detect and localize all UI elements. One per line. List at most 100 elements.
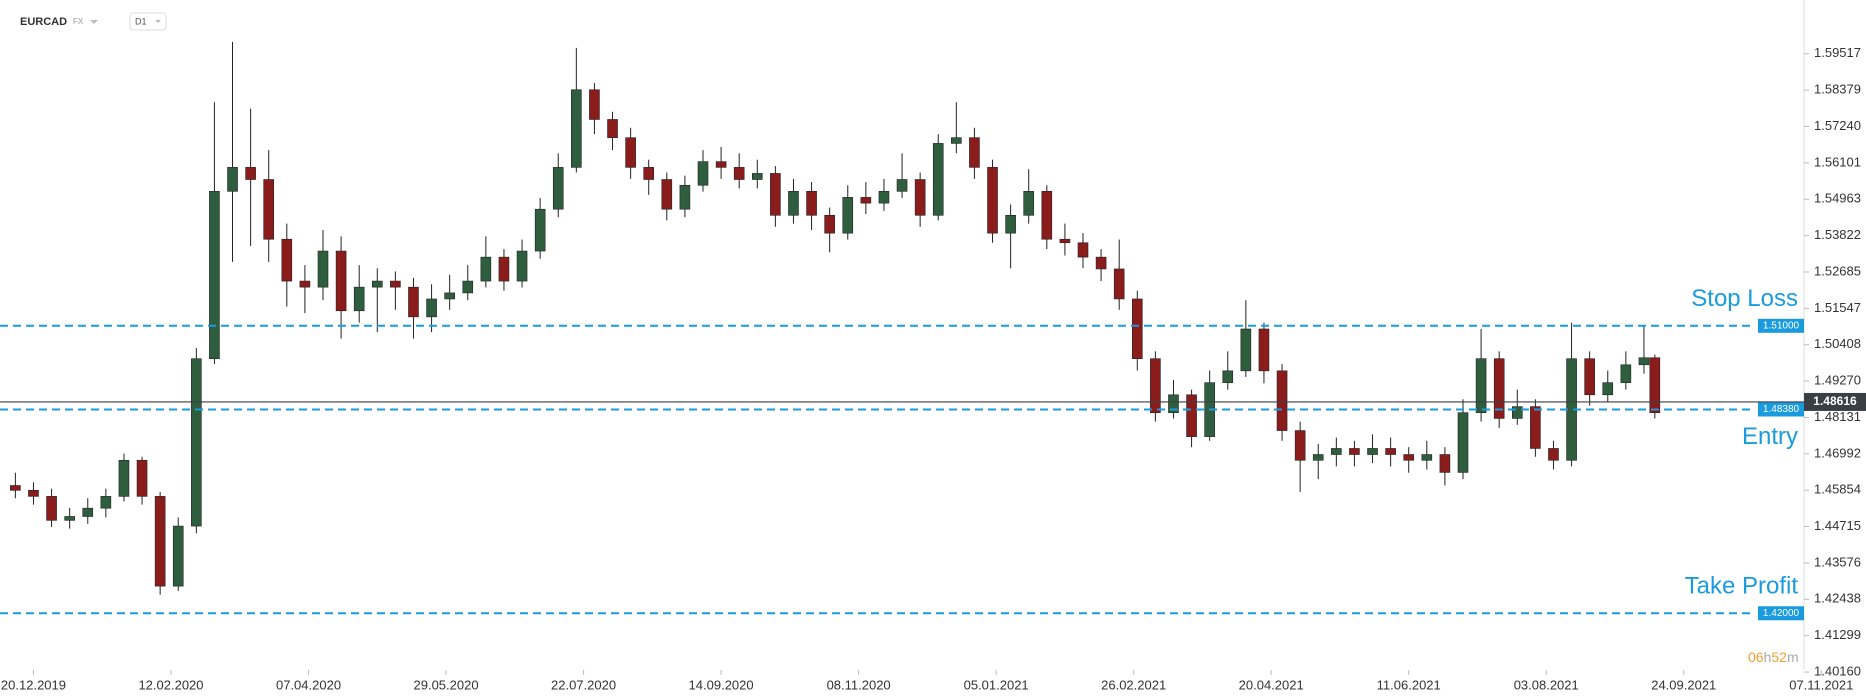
candle-body: [390, 280, 401, 288]
candle: [1530, 399, 1541, 457]
candle: [1059, 223, 1071, 256]
candle-body: [932, 143, 944, 216]
candle-body: [1186, 394, 1197, 437]
candle-body: [335, 250, 347, 312]
candle: [154, 491, 166, 595]
y-tick-label: 1.44715: [1814, 518, 1861, 533]
candle: [64, 507, 75, 529]
candle-body: [552, 167, 564, 210]
candle-body: [245, 167, 256, 180]
candle: [1439, 447, 1451, 486]
market: FX: [73, 17, 84, 26]
candle: [571, 47, 582, 173]
candle: [932, 134, 944, 221]
candle-body: [281, 238, 293, 282]
candle: [1258, 322, 1270, 384]
timer-part: 06: [1748, 649, 1764, 665]
x-tick-label: 20.12.2019: [1, 677, 66, 692]
timeframe[interactable]: D1: [135, 16, 147, 26]
candle: [1204, 370, 1215, 441]
candle-body: [64, 516, 75, 521]
candle-body: [28, 489, 39, 497]
candle: [878, 178, 890, 211]
candle-body: [842, 197, 854, 234]
candle: [1095, 249, 1107, 282]
candle-body: [480, 256, 492, 282]
y-tick-label: 1.59517: [1814, 45, 1861, 60]
candle: [733, 153, 745, 189]
candle: [589, 83, 600, 135]
x-tick-label: 07.04.2020: [276, 677, 341, 692]
symbol[interactable]: EURCAD: [20, 16, 67, 28]
dropdown-arrow[interactable]: [155, 20, 161, 23]
y-tick-label: 1.52685: [1814, 263, 1861, 278]
candle-body: [860, 197, 872, 204]
candle: [353, 265, 365, 323]
candle: [1421, 440, 1433, 470]
candle: [625, 127, 636, 179]
candle-body: [1511, 406, 1523, 419]
candle: [209, 102, 220, 365]
candle-body: [209, 191, 220, 360]
x-tick-label: 05.01.2021: [964, 677, 1029, 692]
candle-body: [136, 459, 148, 497]
candle: [1457, 399, 1469, 480]
candle: [227, 41, 238, 262]
candle-body: [589, 89, 600, 120]
candle: [498, 249, 510, 291]
candle-body: [1294, 430, 1306, 461]
candle: [408, 277, 419, 339]
candle: [860, 182, 872, 215]
candle-body: [679, 184, 691, 210]
timeframe-box[interactable]: [129, 12, 167, 31]
x-tick-label: 22.07.2020: [551, 677, 616, 692]
candle-body: [1349, 448, 1360, 455]
candle-body: [317, 250, 329, 288]
candle-body: [172, 525, 184, 587]
y-tick-label: 1.45854: [1814, 482, 1861, 497]
candle: [1511, 389, 1523, 425]
candle-body: [1059, 238, 1071, 244]
candle-body: [571, 89, 582, 168]
candle: [1638, 325, 1650, 374]
candle-body: [82, 507, 94, 517]
level-name: Entry: [1742, 423, 1798, 450]
candle: [1168, 380, 1179, 419]
candle-body: [607, 119, 618, 138]
x-tick-label: 07.11.2021: [1789, 677, 1853, 692]
candle: [1493, 351, 1505, 429]
candle-body: [914, 179, 926, 216]
dropdown-arrow[interactable]: [90, 20, 98, 24]
candle-body: [371, 280, 383, 288]
candle: [46, 488, 57, 528]
level-tag-label: 1.48380: [1763, 404, 1800, 415]
candle-body: [1041, 191, 1053, 240]
candle: [1584, 351, 1595, 406]
candle-body: [697, 161, 709, 186]
candle-body: [1457, 412, 1469, 473]
candle-body: [1168, 394, 1179, 413]
candle: [1023, 169, 1035, 224]
candle: [1294, 421, 1306, 492]
level-name: Stop Loss: [1691, 285, 1798, 312]
candle-body: [1113, 268, 1125, 300]
candle: [390, 271, 401, 310]
candle-body: [534, 208, 546, 252]
timer-part: m: [1787, 649, 1799, 665]
current-price-tag: [1804, 392, 1866, 411]
candle: [770, 166, 781, 227]
level-tag-label: 1.51000: [1763, 320, 1800, 331]
candle-body: [498, 256, 510, 282]
candle-body: [733, 167, 745, 180]
candle: [10, 472, 21, 499]
x-tick-label: 14.09.2020: [689, 677, 754, 692]
x-tick-label: 24.09.2021: [1651, 677, 1716, 692]
candle-body: [191, 358, 202, 527]
y-tick-label: 1.57240: [1814, 118, 1861, 133]
candle: [299, 265, 311, 314]
candle-body: [1620, 364, 1632, 383]
x-tick-label: 08.11.2020: [827, 677, 891, 692]
candle: [1620, 351, 1632, 390]
candle-body: [1421, 454, 1433, 461]
